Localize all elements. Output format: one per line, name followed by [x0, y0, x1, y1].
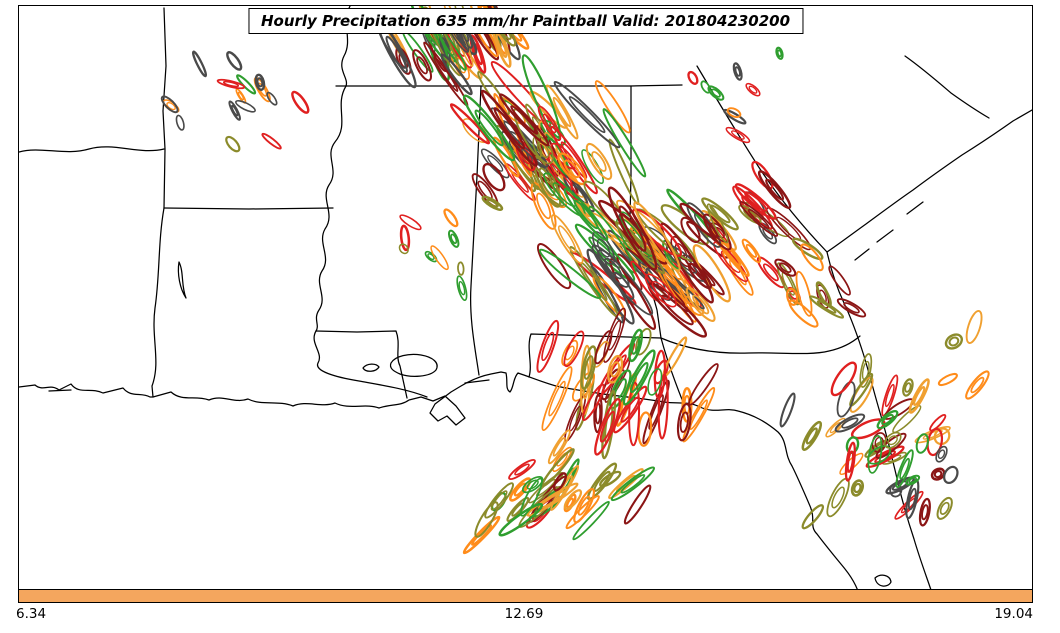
- colorbar: [19, 589, 1032, 602]
- map-frame: Hourly Precipitation 635 mm/hr Paintball…: [18, 5, 1033, 603]
- map-title: Hourly Precipitation 635 mm/hr Paintball…: [247, 8, 804, 34]
- colorbar-tick-max: 19.04: [994, 606, 1033, 622]
- colorbar-tick-mid: 12.69: [504, 606, 544, 622]
- basemap-layer: [19, 6, 1032, 602]
- paintball-layer: [160, 6, 990, 555]
- colorbar-tick-min: 6.34: [16, 606, 47, 622]
- map-canvas: [19, 6, 1032, 602]
